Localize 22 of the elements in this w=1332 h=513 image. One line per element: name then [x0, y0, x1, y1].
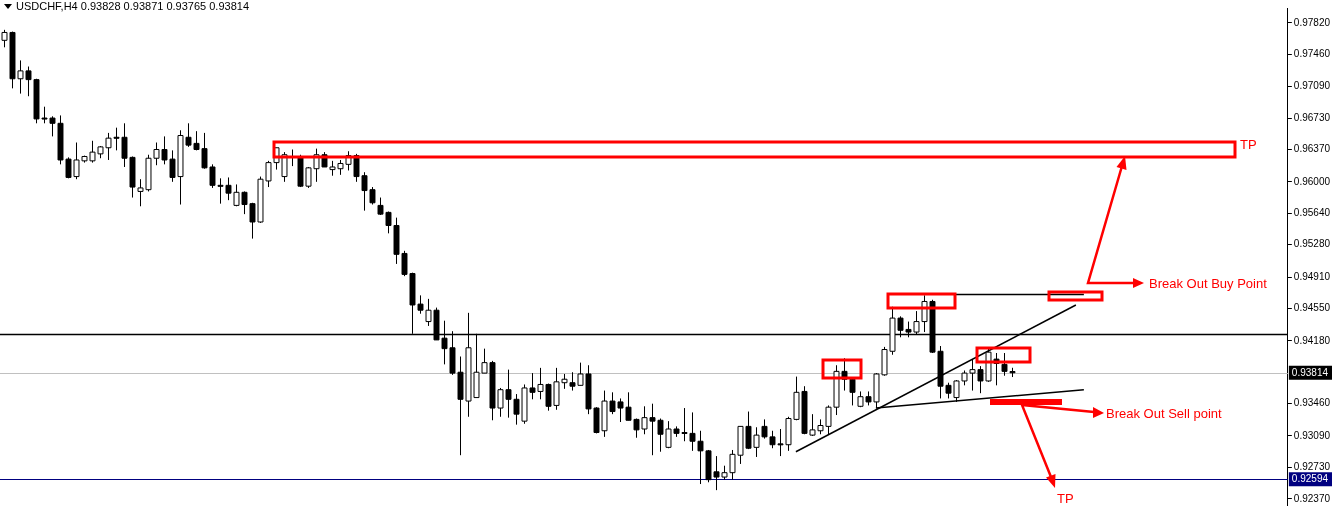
y-tick-label: 0.95280 — [1293, 238, 1331, 250]
y-tick-label: 0.96730 — [1293, 111, 1331, 123]
y-tick-label: 0.95640 — [1293, 207, 1331, 219]
annotation: Break Out Buy Point — [1149, 276, 1267, 291]
annotation: Break Out Sell point — [1106, 406, 1222, 421]
y-tick-label: 0.93090 — [1293, 429, 1331, 441]
ref-line-label: 0.93814 — [1291, 366, 1329, 378]
y-tick-label: 0.93460 — [1293, 397, 1331, 409]
chart-title: USDCHF,H4 0.93828 0.93871 0.93765 0.93814 — [16, 0, 250, 12]
y-tick-label: 0.96000 — [1293, 175, 1331, 187]
y-tick-label: 0.96370 — [1293, 143, 1331, 155]
annotation: TP — [1240, 137, 1257, 152]
y-tick-label: 0.94180 — [1293, 334, 1331, 346]
y-tick-label: 0.92730 — [1293, 461, 1331, 473]
ref-line-label: 0.92594 — [1291, 473, 1329, 485]
annotation: TP — [1057, 491, 1074, 506]
y-tick-label: 0.92370 — [1293, 492, 1331, 504]
y-tick-label: 0.97820 — [1293, 16, 1331, 28]
y-tick-label: 0.94910 — [1293, 270, 1331, 282]
y-tick-label: 0.97460 — [1293, 48, 1331, 60]
y-tick-label: 0.94550 — [1293, 302, 1331, 314]
y-tick-label: 0.97090 — [1293, 80, 1331, 92]
